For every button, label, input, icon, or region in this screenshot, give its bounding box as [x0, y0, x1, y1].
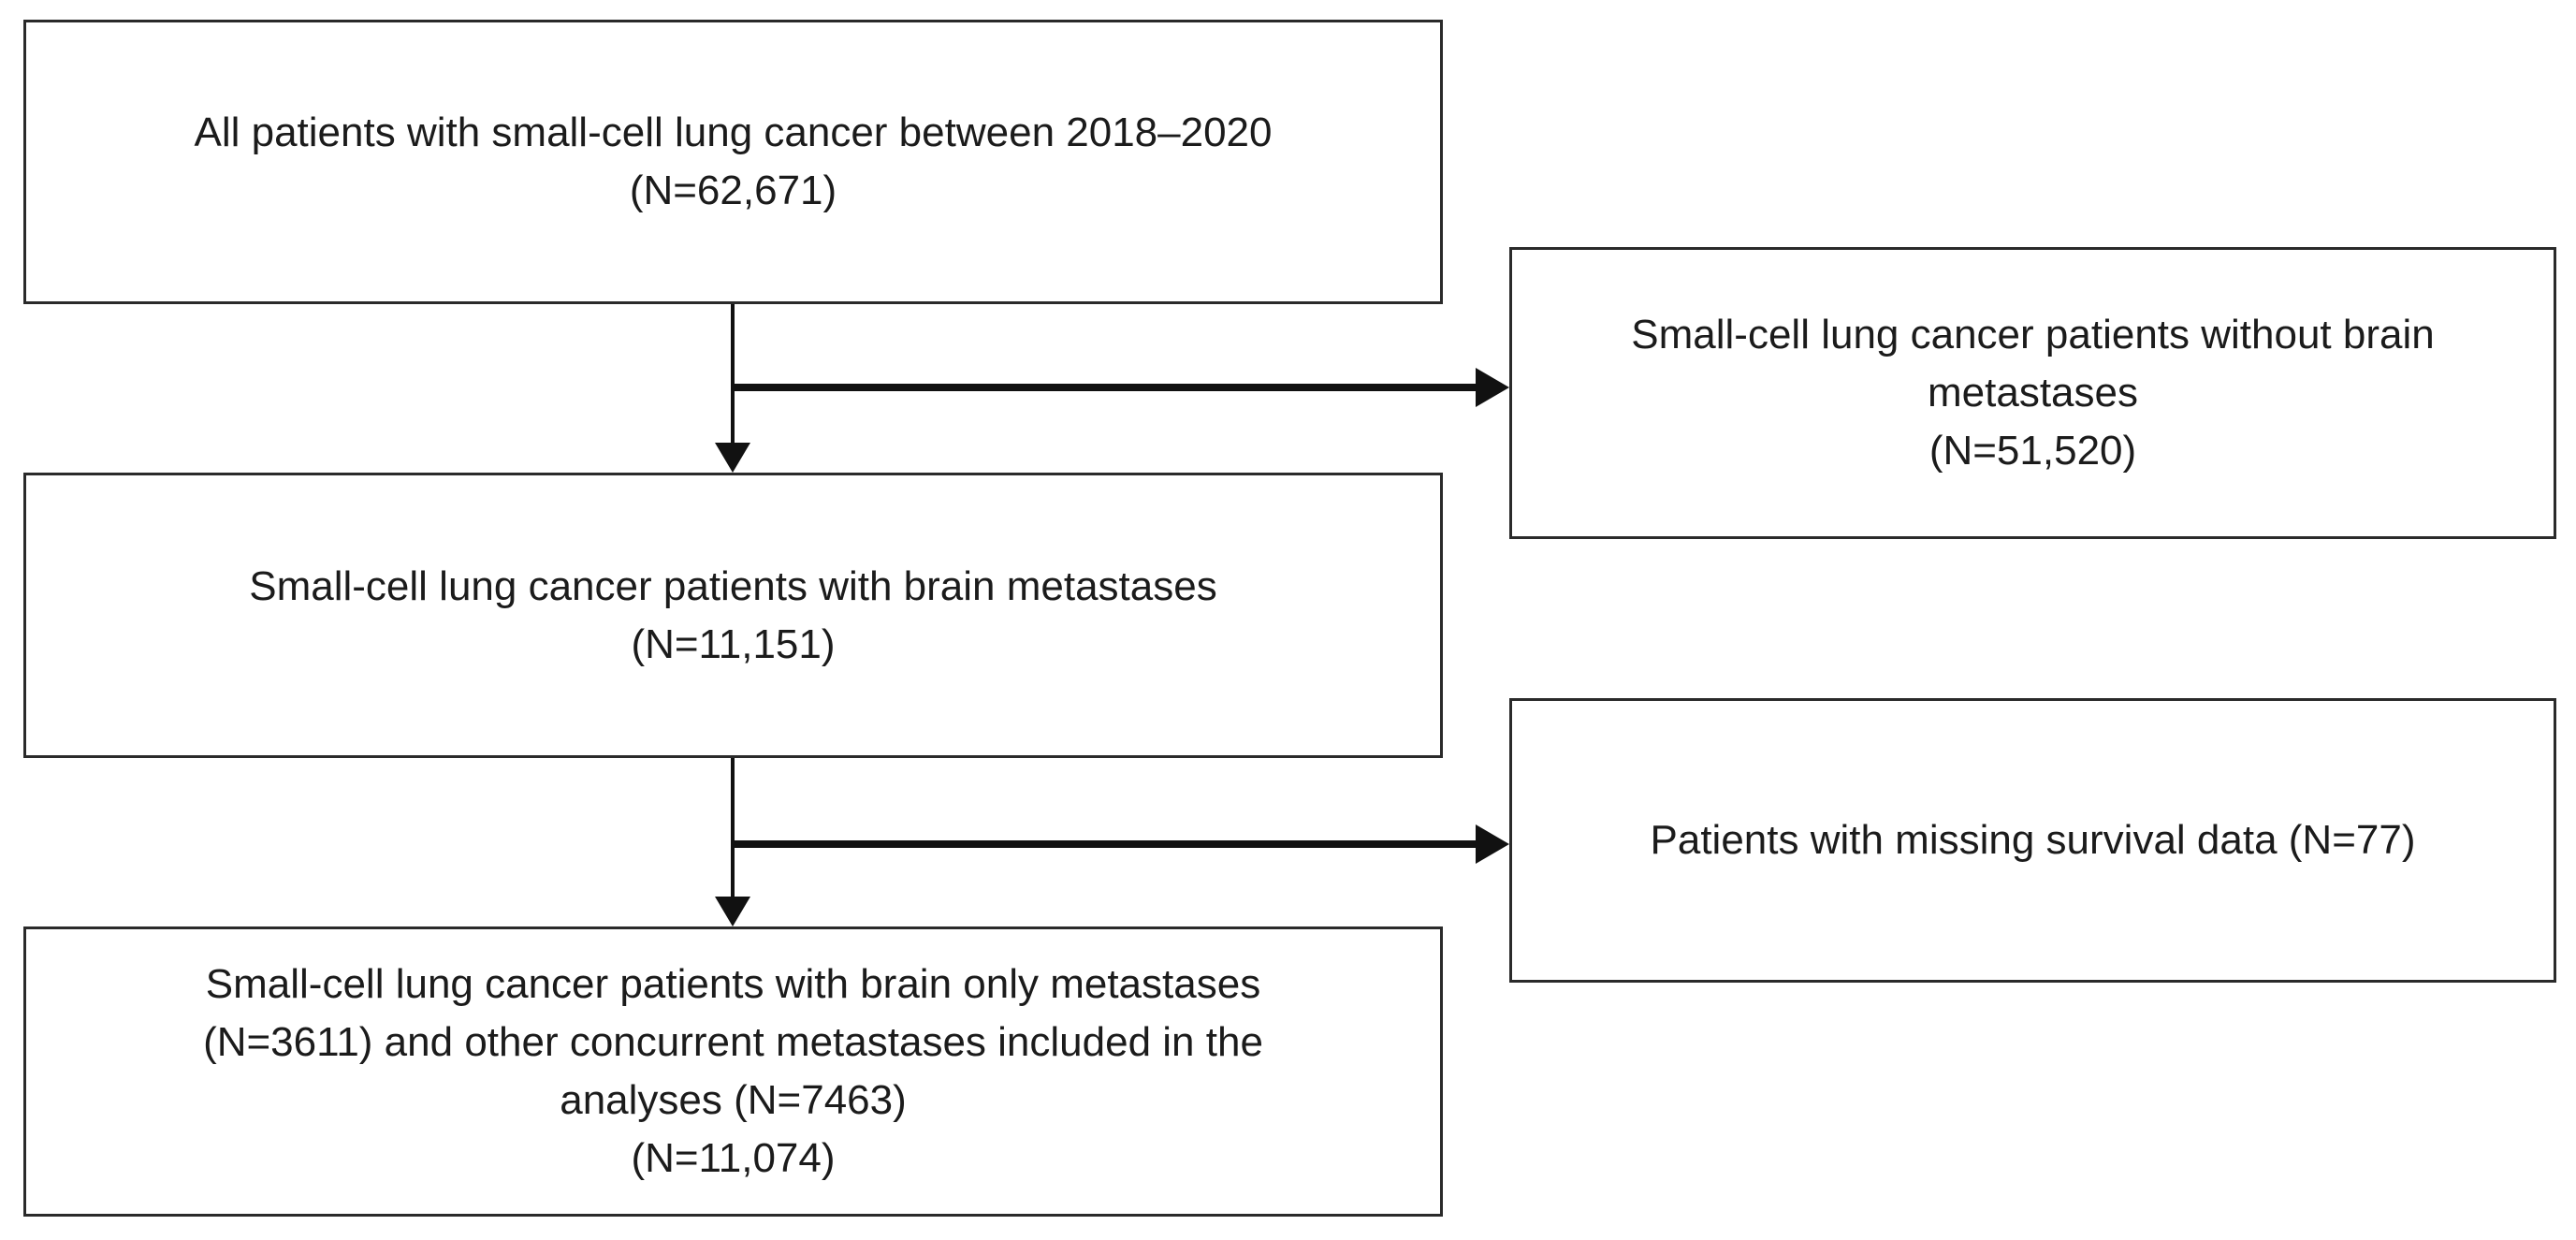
arrowhead-right-1-icon: [1476, 368, 1509, 407]
flow-box-with-brain-metastases-label: Small-cell lung cancer patients with bra…: [249, 562, 1217, 667]
flow-box-included-in-analyses: Small-cell lung cancer patients with bra…: [23, 926, 1443, 1217]
flow-box-without-brain-metastases-label: Small-cell lung cancer patients without …: [1631, 312, 2435, 474]
arrowhead-down-2-icon: [715, 897, 750, 926]
exclusion-branch-1-line: [731, 384, 1476, 391]
exclusion-branch-2-line: [731, 840, 1476, 848]
flow-box-with-brain-metastases: Small-cell lung cancer patients with bra…: [23, 473, 1443, 758]
connector-down-1-line: [731, 304, 735, 443]
flow-box-all-patients-label: All patients with small-cell lung cancer…: [194, 109, 1273, 213]
connector-down-2-line: [731, 758, 735, 897]
flow-box-missing-survival-data-label: Patients with missing survival data (N=7…: [1650, 817, 2416, 863]
flow-box-without-brain-metastases: Small-cell lung cancer patients without …: [1509, 247, 2556, 539]
arrowhead-down-1-icon: [715, 443, 750, 473]
flow-box-missing-survival-data: Patients with missing survival data (N=7…: [1509, 698, 2556, 983]
flow-box-included-in-analyses-label: Small-cell lung cancer patients with bra…: [203, 961, 1263, 1181]
arrowhead-right-2-icon: [1476, 824, 1509, 864]
flow-box-all-patients: All patients with small-cell lung cancer…: [23, 20, 1443, 304]
